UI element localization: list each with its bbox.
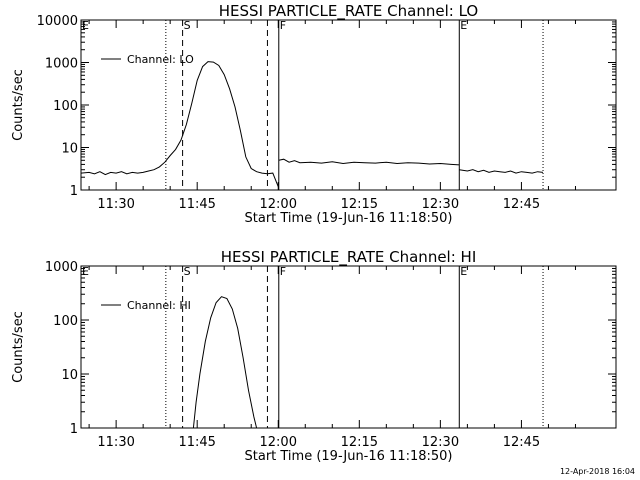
event-marker-label: F bbox=[280, 19, 286, 32]
legend-label: Channel: LO bbox=[127, 53, 194, 66]
x-tick-label: 12:15 bbox=[341, 197, 378, 212]
x-tick-label: 11:30 bbox=[97, 435, 134, 450]
footer-timestamp: 12-Apr-2018 16:04 bbox=[560, 467, 635, 476]
event-marker-label: E bbox=[82, 19, 89, 32]
x-axis-label: Start Time (19-Jun-16 11:18:50) bbox=[245, 211, 453, 226]
y-axis-label: Counts/sec bbox=[11, 311, 26, 383]
y-axis-label: Counts/sec bbox=[11, 69, 26, 141]
x-tick-label: 12:30 bbox=[422, 197, 459, 212]
x-tick-label: 11:45 bbox=[178, 197, 215, 212]
x-tick-label: 11:30 bbox=[97, 197, 134, 212]
x-axis-label: Start Time (19-Jun-16 11:18:50) bbox=[245, 449, 453, 464]
y-tick-label: 100 bbox=[53, 314, 78, 329]
y-tick-label: 1000 bbox=[45, 260, 78, 275]
chart-lo-channel: HESSI PARTICLE_RATE Channel: LO Start Tim… bbox=[11, 2, 617, 226]
plot-frame bbox=[80, 265, 617, 429]
plot-frame bbox=[80, 19, 617, 191]
y-tick-label: 10000 bbox=[37, 14, 78, 29]
y-tick-label: 1000 bbox=[45, 57, 78, 72]
event-marker-label: E bbox=[460, 265, 467, 278]
series-line bbox=[80, 61, 279, 187]
event-marker-label: F bbox=[280, 265, 286, 278]
x-tick-label: 12:45 bbox=[503, 435, 540, 450]
chart-hi-channel: HESSI PARTICLE_RATE Channel: HI Start Tim… bbox=[11, 248, 617, 464]
x-tick-label: 12:15 bbox=[341, 435, 378, 450]
y-tick-label: 10 bbox=[61, 142, 78, 157]
x-tick-label: 12:45 bbox=[503, 197, 540, 212]
legend-label: Channel: HI bbox=[127, 299, 191, 312]
x-tick-label: 12:30 bbox=[422, 435, 459, 450]
series-line bbox=[278, 158, 460, 166]
x-tick-label: 11:45 bbox=[178, 435, 215, 450]
event-marker-label: S bbox=[184, 19, 191, 32]
y-tick-label: 10 bbox=[61, 368, 78, 383]
series-line bbox=[459, 169, 544, 174]
chart-title: HESSI PARTICLE_RATE Channel: HI bbox=[221, 248, 477, 267]
event-marker-label: E bbox=[82, 265, 89, 278]
series-line bbox=[192, 296, 258, 429]
x-tick-label: 12:00 bbox=[260, 197, 297, 212]
event-marker-label: S bbox=[184, 265, 191, 278]
event-marker-label: E bbox=[460, 19, 467, 32]
y-tick-label: 1 bbox=[70, 422, 78, 437]
y-tick-label: 100 bbox=[53, 99, 78, 114]
x-tick-label: 12:00 bbox=[260, 435, 297, 450]
y-tick-label: 1 bbox=[70, 184, 78, 199]
chart-title: HESSI PARTICLE_RATE Channel: LO bbox=[219, 2, 478, 21]
